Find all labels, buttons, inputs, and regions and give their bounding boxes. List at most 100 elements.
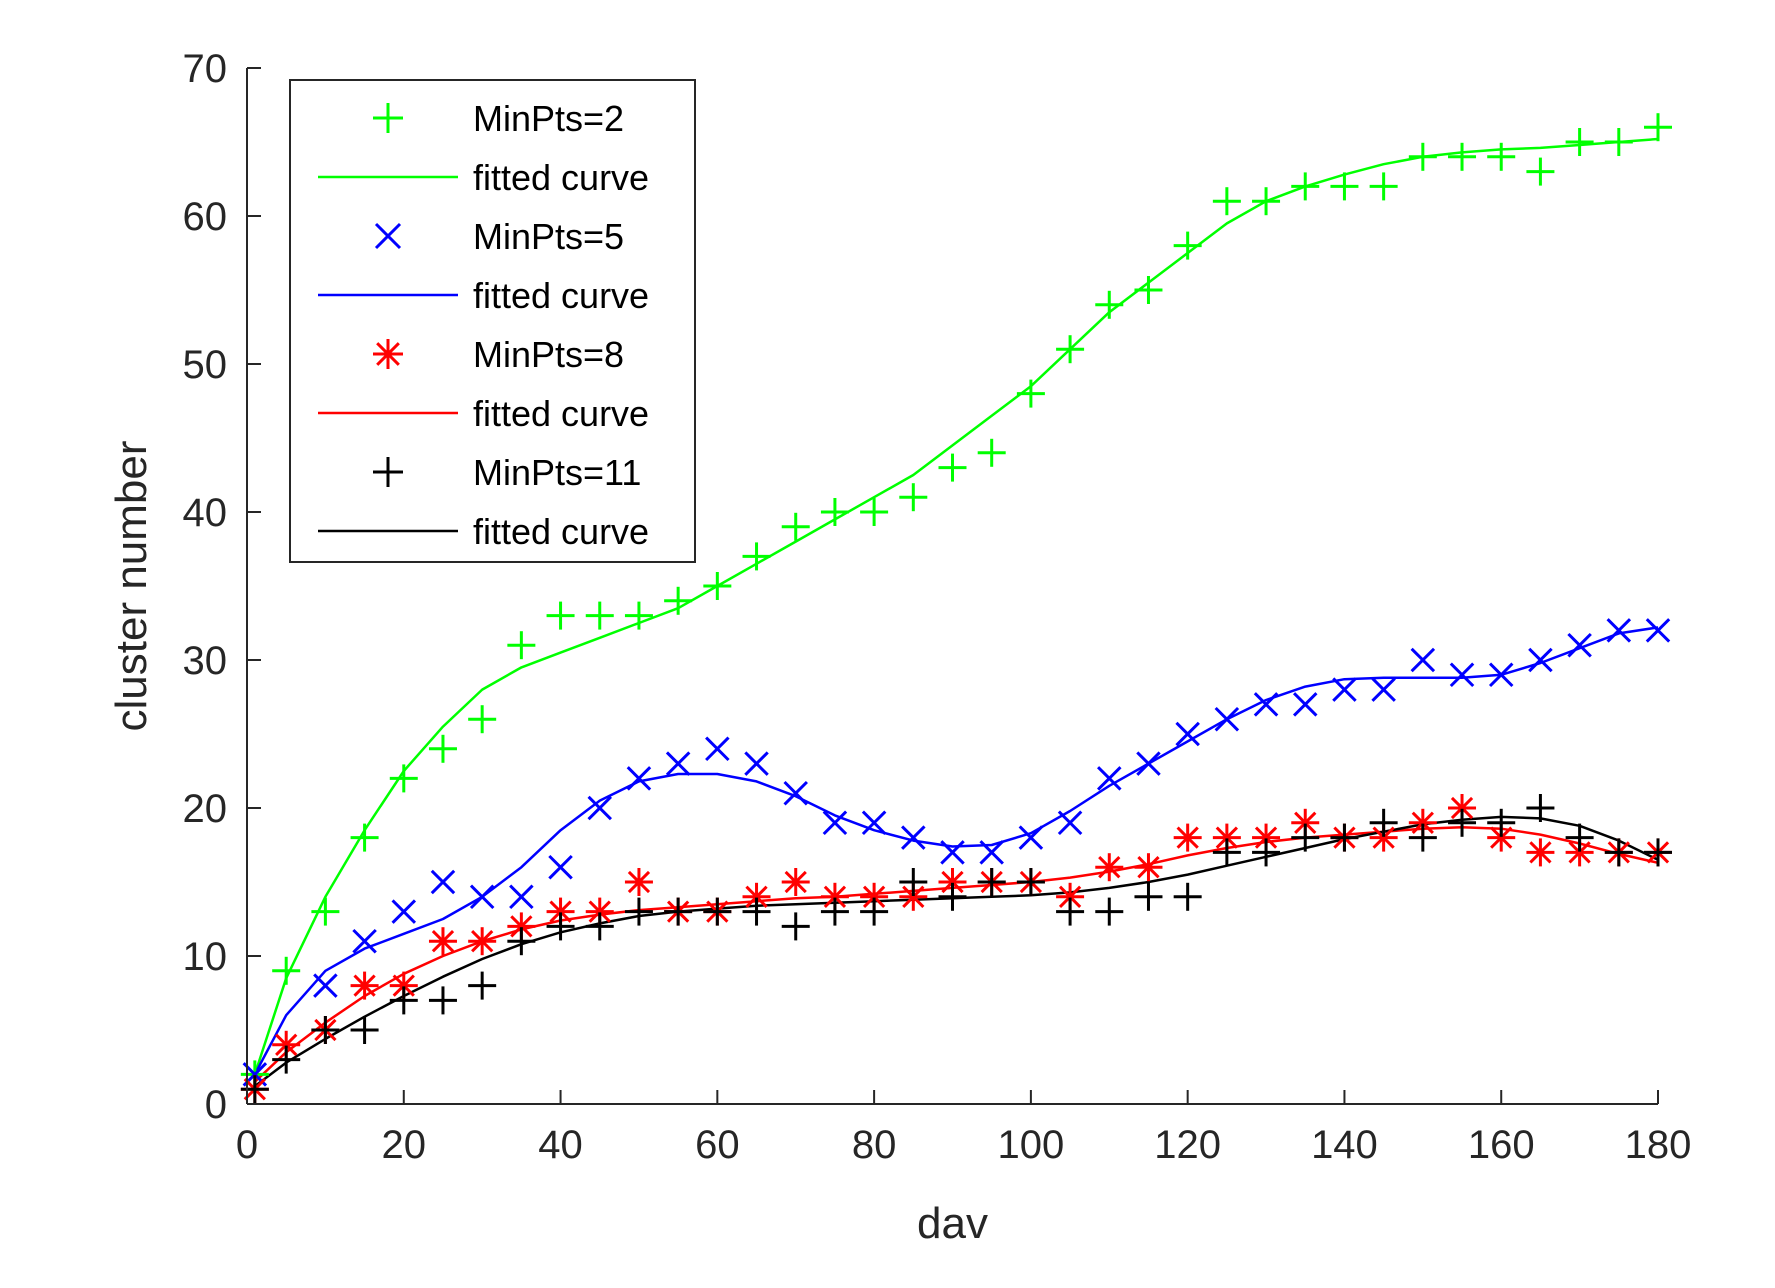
data-point: [665, 751, 691, 776]
legend-entry: fitted curve: [318, 275, 649, 316]
data-point: [901, 825, 926, 850]
data-point: [1449, 662, 1475, 688]
data-point: [940, 840, 965, 865]
data-point: [1408, 808, 1437, 837]
data-point: [1253, 692, 1279, 717]
data-point: [1095, 290, 1124, 319]
data-point: [744, 751, 769, 776]
data-point: [979, 840, 1004, 865]
data-point: [781, 868, 810, 896]
data-point: [1057, 810, 1083, 836]
data-point: [240, 1075, 269, 1104]
x-tick-label: 80: [852, 1123, 897, 1167]
plot-area: [240, 113, 1672, 1104]
legend: MinPts=2 fitted curve MinPts=5 fitted curve…: [289, 79, 696, 563]
series-markers: [240, 794, 1672, 1104]
data-point: [1644, 838, 1672, 867]
data-point: [1018, 825, 1044, 850]
data-point: [428, 927, 457, 956]
data-point: [548, 854, 573, 880]
data-point: [1173, 231, 1202, 260]
data-point: [373, 103, 403, 133]
data-point: [1291, 172, 1320, 201]
data-point: [1644, 113, 1672, 142]
data-point: [311, 1016, 340, 1044]
data-point: [272, 956, 301, 985]
data-point: [1330, 172, 1359, 201]
data-point: [1604, 128, 1633, 156]
data-point: [1369, 808, 1398, 837]
data-point: [1332, 677, 1357, 702]
data-point: [624, 897, 653, 926]
data-point: [350, 823, 379, 852]
legend-label: fitted curve: [473, 393, 649, 434]
data-point: [585, 912, 614, 941]
data-point: [820, 882, 849, 911]
data-point: [624, 601, 653, 630]
data-point: [373, 457, 403, 487]
legend-box: [289, 79, 696, 563]
data-point: [1565, 823, 1594, 852]
y-tick-label: 20: [183, 787, 228, 831]
fitted-curve-line: [253, 825, 1659, 1083]
legend-entry: fitted curve: [318, 393, 649, 434]
legend-entry: fitted curve: [318, 157, 649, 198]
x-tick-label: 0: [236, 1123, 258, 1167]
data-point: [1448, 142, 1477, 171]
data-point: [468, 705, 497, 734]
data-point: [1175, 721, 1200, 747]
data-point: [469, 884, 495, 910]
data-point: [783, 780, 808, 806]
data-point: [1173, 882, 1202, 911]
data-point: [585, 601, 614, 630]
x-axis-label: dav: [917, 1199, 988, 1248]
data-point: [781, 512, 810, 541]
data-point: [1134, 853, 1163, 882]
data-point: [1252, 838, 1281, 867]
data-point: [1604, 838, 1633, 867]
data-point: [938, 453, 967, 482]
data-point: [742, 897, 771, 926]
data-point: [430, 869, 456, 895]
fitted-curve-line: [253, 626, 1659, 1075]
data-point: [507, 631, 536, 660]
y-tick-label: 0: [205, 1083, 227, 1127]
y-tick-label: 70: [183, 47, 228, 91]
data-point: [1565, 128, 1594, 156]
data-point: [468, 927, 497, 956]
x-tick-label: 60: [695, 1123, 740, 1167]
data-point: [1528, 647, 1553, 673]
y-tick-label: 30: [183, 639, 228, 683]
data-point: [1371, 677, 1396, 702]
data-point: [509, 884, 534, 910]
data-point: [626, 766, 652, 791]
data-point: [1173, 823, 1202, 852]
y-tick-label: 10: [183, 935, 228, 979]
data-point: [587, 795, 613, 821]
y-tick-label: 50: [183, 343, 228, 387]
legend-entry: MinPts=8: [373, 334, 624, 375]
data-point: [1095, 853, 1124, 882]
data-point: [1487, 142, 1516, 171]
data-point: [1606, 618, 1632, 643]
data-point: [313, 973, 338, 998]
data-point: [860, 498, 889, 526]
data-point: [1330, 823, 1359, 852]
data-point: [705, 736, 730, 762]
x-tick-label: 100: [998, 1123, 1065, 1167]
data-point: [1526, 157, 1555, 186]
data-point: [1565, 838, 1594, 867]
data-point: [977, 438, 1006, 467]
data-point: [1526, 794, 1555, 822]
series-markers: [240, 113, 1672, 1089]
data-point: [428, 734, 457, 763]
data-point: [1487, 808, 1516, 837]
series-markers: [240, 794, 1672, 1104]
data-point: [899, 868, 928, 896]
data-point: [391, 899, 417, 924]
legend-entry: MinPts=2: [373, 98, 624, 139]
data-point: [1016, 379, 1045, 408]
y-tick-label: 40: [183, 491, 228, 535]
data-point: [664, 586, 693, 615]
